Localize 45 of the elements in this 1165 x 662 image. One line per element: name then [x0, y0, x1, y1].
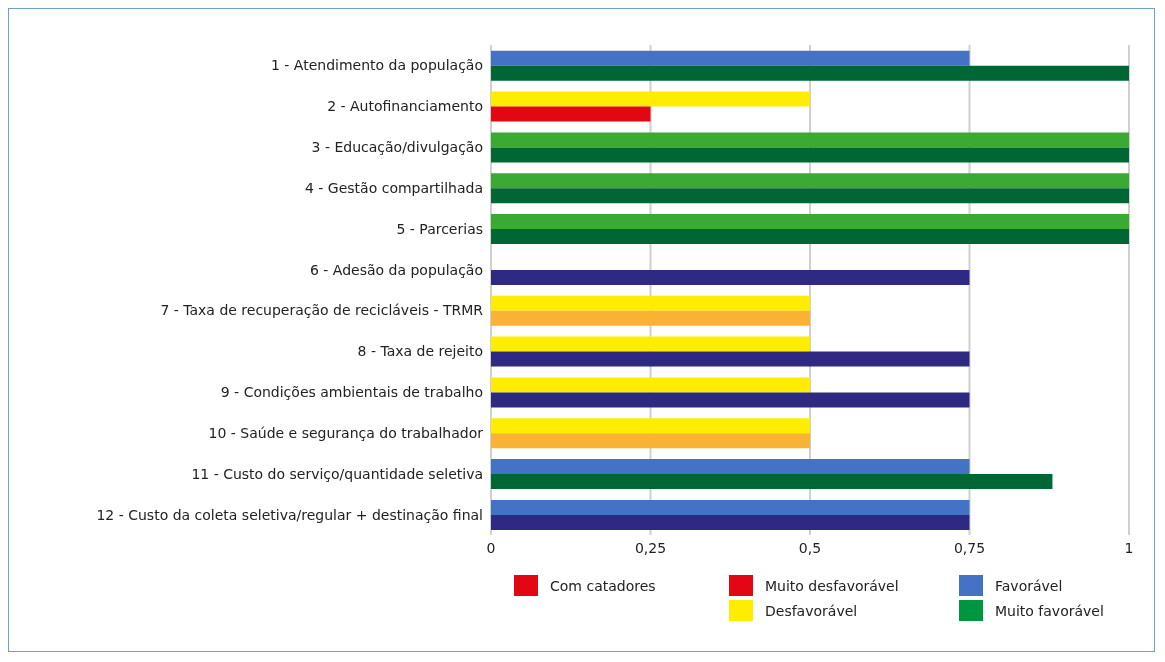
y-tick-label: 1 - Atendimento da população — [270, 57, 483, 74]
bar — [491, 229, 1129, 245]
bar — [491, 514, 970, 530]
y-tick-label: 12 - Custo da coleta seletiva/regular + destinação final — [96, 506, 483, 523]
bar — [491, 91, 810, 107]
bar — [491, 310, 810, 326]
bar — [491, 147, 1129, 163]
y-tick-label: 6 - Adesão da população — [309, 261, 483, 278]
bar — [491, 499, 970, 515]
bar — [491, 474, 1053, 490]
bar — [491, 433, 810, 449]
legend-label: Favorável — [995, 577, 1063, 594]
y-tick-label: 8 - Taxa de rejeito — [357, 343, 483, 360]
bar — [491, 65, 1129, 81]
y-tick-label: 2 - Autofinanciamento — [327, 98, 483, 115]
legend-label: Com catadores — [550, 577, 656, 594]
bar — [491, 50, 970, 66]
bar — [491, 392, 970, 408]
bar — [491, 269, 970, 285]
y-tick-label: 10 - Saúde e segurança do trabalhador — [208, 424, 484, 441]
bar — [491, 106, 651, 122]
bar — [491, 459, 970, 475]
y-tick-label: 11 - Custo do serviço/quantidade seletiva — [191, 465, 483, 482]
x-tick-label: 0,5 — [798, 539, 822, 556]
x-tick-label: 0 — [486, 539, 496, 556]
y-tick-label: 9 - Condições ambientais de trabalho — [220, 384, 483, 401]
x-tick-label: 0,25 — [634, 539, 667, 556]
y-tick-label: 3 - Educação/divulgação — [311, 139, 483, 156]
legend-label: Muito desfavorável — [765, 577, 899, 594]
y-tick-label: 4 - Gestão compartilhada — [304, 179, 483, 196]
bar — [491, 214, 1129, 230]
bar — [491, 132, 1129, 148]
bar — [491, 351, 970, 367]
y-tick-label: 5 - Parcerias — [396, 220, 483, 237]
bar — [491, 336, 810, 352]
bar — [491, 295, 810, 311]
bar — [491, 377, 810, 393]
bar — [491, 188, 1129, 204]
legend-label: Muito favorável — [995, 602, 1104, 619]
x-tick-label: 0,75 — [953, 539, 986, 556]
x-tick-label: 1 — [1124, 539, 1134, 556]
y-tick-label: 7 - Taxa de recuperação de recicláveis - TRMR — [160, 302, 484, 319]
bar — [491, 418, 810, 434]
legend-label: Desfavorável — [765, 602, 858, 619]
bar — [491, 173, 1129, 189]
